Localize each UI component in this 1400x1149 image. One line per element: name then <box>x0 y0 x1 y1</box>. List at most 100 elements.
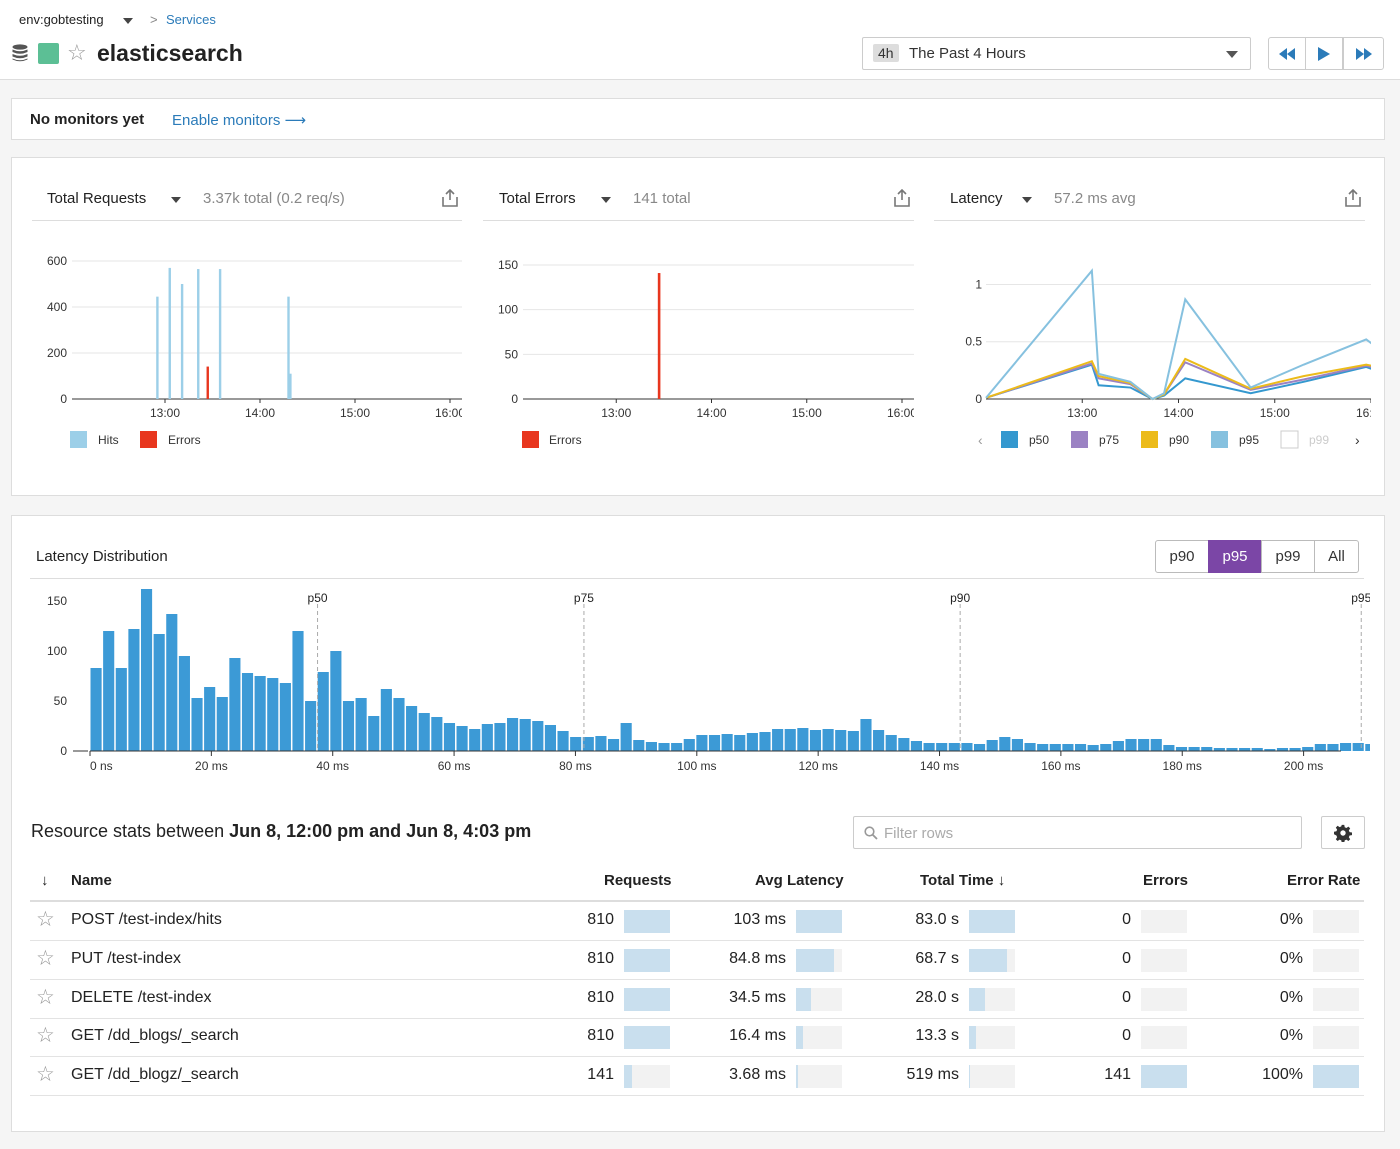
table-row[interactable]: ☆ GET /dd_blogs/_search 810 16.4 ms 13.3 s 0 0… <box>30 1018 1364 1058</box>
histogram-bar <box>494 723 506 751</box>
histogram-bar <box>1352 743 1364 751</box>
star-icon[interactable]: ☆ <box>67 40 87 65</box>
bar-fill <box>969 987 985 1011</box>
column-avg-latency[interactable]: Avg Latency <box>755 872 844 889</box>
resource-name[interactable]: GET /dd_blogz/_search <box>71 1066 239 1084</box>
column-total-time[interactable]: Total Time ↓ <box>920 872 1006 889</box>
histogram-bar <box>1276 748 1289 751</box>
table-row[interactable]: ☆ POST /test-index/hits 810 103 ms 83.0 s 0 0% <box>30 902 1364 941</box>
x-tick-label: 40 ms <box>316 759 349 773</box>
breadcrumb-separator-icon: > <box>150 12 158 27</box>
errors-value: 141 <box>1104 1066 1131 1084</box>
export-icon[interactable] <box>893 189 911 207</box>
total-time-value: 83.0 s <box>915 911 959 928</box>
x-tick-label: 13:00 <box>1067 406 1097 420</box>
star-icon[interactable]: ☆ <box>36 1024 55 1048</box>
errors-legend-swatch <box>522 431 539 448</box>
rewind-button[interactable] <box>1268 37 1306 70</box>
histogram-bar <box>368 716 380 751</box>
resource-name[interactable]: PUT /test-index <box>71 949 181 967</box>
table-settings-button[interactable] <box>1321 816 1365 849</box>
histogram-bar <box>103 631 115 751</box>
table-row[interactable]: ☆ DELETE /test-index 810 34.5 ms 28.0 s 0 0% <box>30 980 1364 1019</box>
histogram-bar <box>999 737 1011 751</box>
chevron-down-icon[interactable] <box>123 18 133 24</box>
histogram-bar <box>191 698 203 751</box>
errors-value: 0 <box>1122 911 1131 928</box>
histogram-bar <box>1138 739 1150 751</box>
histogram-bar <box>1264 749 1276 751</box>
histogram-bar <box>1188 747 1200 751</box>
histogram-bar <box>708 735 721 751</box>
filter-rows-input[interactable] <box>884 822 1284 844</box>
histogram-bar <box>607 739 620 751</box>
table-row[interactable]: ☆ PUT /test-index 810 84.8 ms 68.7 s 0 0% <box>30 941 1364 980</box>
bar-track <box>796 987 842 1011</box>
star-icon[interactable]: ☆ <box>36 946 55 970</box>
histogram-bar <box>317 672 329 751</box>
table-row[interactable]: ☆ GET /dd_blogz/_search 141 3.68 ms 519 ms 14… <box>30 1057 1364 1097</box>
requests-graph-title[interactable]: Total Requests <box>47 190 147 207</box>
time-range-picker[interactable]: 4h The Past 4 Hours <box>862 37 1251 70</box>
graphs-panel: Total Requests 3.37k total (0.2 req/s) T… <box>11 157 1385 496</box>
resource-name[interactable]: POST /test-index/hits <box>71 911 222 928</box>
histogram-bar <box>809 730 822 751</box>
column-requests[interactable]: Requests <box>604 872 672 889</box>
histogram-bar <box>229 658 241 751</box>
export-icon[interactable] <box>1344 189 1362 207</box>
histogram-bar <box>772 729 784 751</box>
chevron-down-icon[interactable] <box>171 197 181 203</box>
histogram-bar <box>974 744 986 751</box>
column-error-rate[interactable]: Error Rate <box>1287 872 1361 889</box>
p90-button[interactable]: p90 <box>1155 540 1209 573</box>
x-tick-label: 120 ms <box>798 759 837 773</box>
chevron-down-icon[interactable] <box>1226 51 1238 58</box>
latency-graph-title[interactable]: Latency <box>950 190 1003 207</box>
p99-button[interactable]: p99 <box>1261 540 1315 573</box>
resource-name[interactable]: DELETE /test-index <box>71 988 212 1006</box>
bar-fill <box>796 987 812 1011</box>
column-name[interactable]: Name <box>71 872 112 889</box>
latency-value: 3.68 ms <box>729 1066 786 1084</box>
bar-fill <box>969 1026 977 1050</box>
all-button[interactable]: All <box>1314 540 1359 573</box>
histogram-bar <box>166 614 178 751</box>
bar-fill <box>1313 1065 1359 1089</box>
histogram-bar <box>305 701 317 751</box>
errors-graph-title[interactable]: Total Errors <box>499 190 576 207</box>
chevron-down-icon[interactable] <box>601 197 611 203</box>
bar-track <box>969 1026 1015 1050</box>
fast-forward-button[interactable] <box>1343 37 1384 70</box>
histogram-bar <box>1011 739 1023 751</box>
p75-legend-swatch <box>1071 431 1088 448</box>
p95-button[interactable]: p95 <box>1208 540 1262 573</box>
y-tick-label: 0 <box>60 744 67 758</box>
sort-icon[interactable]: ↓ <box>41 872 49 889</box>
star-icon[interactable]: ☆ <box>36 1063 55 1087</box>
breadcrumb-services-link[interactable]: Services <box>166 12 216 27</box>
p99-legend-label: p99 <box>1309 433 1329 447</box>
histogram-bar <box>847 731 859 751</box>
divider <box>30 900 1364 902</box>
filter-rows-field[interactable] <box>853 816 1302 849</box>
play-button[interactable] <box>1305 37 1343 70</box>
star-icon[interactable]: ☆ <box>36 908 55 931</box>
histogram-bar <box>570 737 582 751</box>
env-selector[interactable]: env:gobtesting <box>19 12 104 27</box>
chevron-down-icon[interactable] <box>1022 197 1032 203</box>
hits-bar <box>287 296 290 399</box>
export-icon[interactable] <box>441 189 459 207</box>
column-errors[interactable]: Errors <box>1143 872 1189 889</box>
histogram-bar <box>683 739 695 751</box>
x-tick-label: 200 ms <box>1284 759 1323 773</box>
histogram-bar <box>380 689 392 751</box>
histogram-bar <box>557 731 569 751</box>
x-tick-label: 16:00 <box>1356 406 1374 420</box>
resource-name[interactable]: GET /dd_blogs/_search <box>71 1027 239 1045</box>
enable-monitors-link[interactable]: Enable monitors ⟶ <box>172 112 307 129</box>
x-tick-label: 15:00 <box>792 406 822 420</box>
bar-track <box>624 948 670 972</box>
star-icon[interactable]: ☆ <box>36 985 55 1009</box>
bar-fill <box>624 910 670 933</box>
bar-track <box>1313 1065 1359 1089</box>
